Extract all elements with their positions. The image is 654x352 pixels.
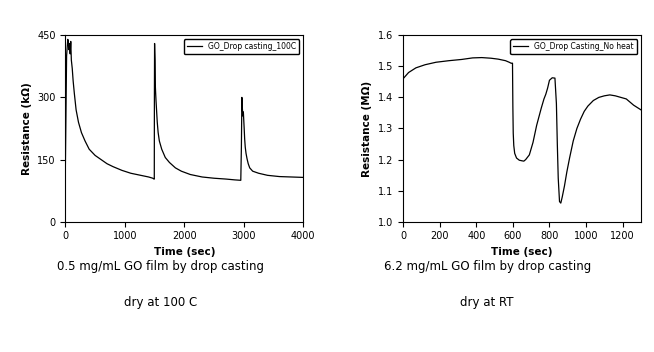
Legend: GO_Drop casting_100C: GO_Drop casting_100C <box>184 39 300 54</box>
X-axis label: Time (sec): Time (sec) <box>154 247 215 257</box>
Legend: GO_Drop Casting_No heat: GO_Drop Casting_No heat <box>510 39 637 54</box>
Text: 0.5 mg/mL GO film by drop casting: 0.5 mg/mL GO film by drop casting <box>57 260 264 274</box>
Text: dry at RT: dry at RT <box>460 296 514 309</box>
Y-axis label: Resistance (MΩ): Resistance (MΩ) <box>362 80 372 177</box>
Text: 6.2 mg/mL GO film by drop casting: 6.2 mg/mL GO film by drop casting <box>384 260 591 274</box>
Text: dry at 100 C: dry at 100 C <box>124 296 197 309</box>
Y-axis label: Resistance (kΩ): Resistance (kΩ) <box>22 82 31 175</box>
X-axis label: Time (sec): Time (sec) <box>491 247 553 257</box>
